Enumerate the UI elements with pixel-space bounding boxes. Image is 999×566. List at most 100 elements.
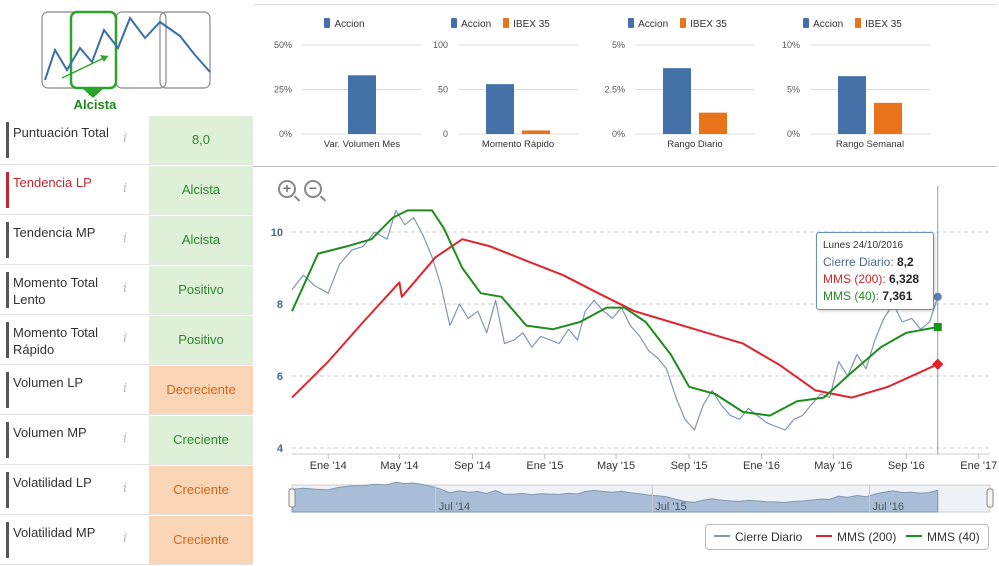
x-tick-label: May '15 bbox=[597, 460, 635, 472]
left-panel: Alcista Puntuación Total i 8,0 Tendencia LP… bbox=[0, 0, 253, 566]
metric-marker bbox=[6, 222, 9, 258]
tooltip-mms200-label: MMS (200): bbox=[823, 272, 886, 286]
navigator-label: Jul '14 bbox=[439, 501, 470, 513]
info-icon[interactable]: i bbox=[123, 431, 128, 446]
tick-label: 0 bbox=[443, 129, 448, 139]
metric-row: Tendencia MP i Alcista bbox=[0, 216, 253, 265]
metric-label: Volatilidad LP bbox=[13, 475, 92, 490]
legend-label: Accion bbox=[334, 19, 365, 30]
metric-label: Momento Total Lento bbox=[13, 275, 99, 307]
x-axis-label: Var. Volumen Mes bbox=[324, 139, 401, 150]
legend-item[interactable]: Accion bbox=[451, 18, 492, 30]
mms40-marker bbox=[933, 323, 942, 332]
navigator[interactable] bbox=[291, 484, 991, 513]
x-axis-label: Rango Semanal bbox=[836, 139, 904, 150]
tick-label: 100 bbox=[433, 40, 448, 50]
tick-label: 0% bbox=[787, 129, 800, 139]
mini-chart: Accion 0% 25% 50% Var. Volumen Mes bbox=[262, 10, 427, 160]
x-tick-label: Ene '17 bbox=[960, 460, 997, 472]
legend-item[interactable]: Accion bbox=[628, 18, 668, 30]
metric-row: Momento Total Lento i Positivo bbox=[0, 266, 253, 315]
info-icon[interactable]: i bbox=[123, 281, 128, 296]
metric-marker bbox=[6, 372, 9, 408]
y-tick-label: 10 bbox=[271, 227, 283, 239]
legend-item[interactable]: Accion bbox=[803, 18, 844, 30]
info-icon[interactable]: i bbox=[123, 331, 128, 346]
metric-label: Momento Total Rápido bbox=[13, 325, 99, 357]
trend-label: Alcista bbox=[73, 97, 117, 112]
tick-label: 10% bbox=[782, 40, 800, 50]
x-tick-label: Sep '15 bbox=[671, 460, 708, 472]
mini-chart: Accion IBEX 35 0% 5% 10% Rango Semanal bbox=[770, 10, 935, 160]
metric-label: Volumen MP bbox=[13, 425, 87, 440]
legend-item[interactable]: IBEX 35 bbox=[855, 18, 902, 30]
zoom-in-icon[interactable]: + bbox=[278, 180, 296, 198]
x-tick-label: Sep '16 bbox=[888, 460, 925, 472]
legend-item-cierre[interactable]: Cierre Diario bbox=[714, 525, 802, 549]
legend-label: MMS (40) bbox=[927, 530, 980, 544]
bar[interactable] bbox=[699, 112, 727, 134]
bar[interactable] bbox=[348, 75, 376, 134]
navigator-handle-left[interactable] bbox=[288, 488, 296, 508]
mini-bar-svg: 0% 2.5% 5% Rango Diario bbox=[604, 40, 755, 150]
legend-swatch bbox=[451, 18, 458, 28]
mini-legend: Accion IBEX 35 bbox=[418, 18, 583, 30]
legend-label: Accion bbox=[813, 19, 844, 30]
legend-item-mms200[interactable]: MMS (200) bbox=[816, 525, 896, 549]
tick-label: 2.5% bbox=[604, 85, 625, 95]
tick-label: 0% bbox=[612, 129, 625, 139]
legend-swatch bbox=[503, 18, 510, 28]
navigator-label: Jul '15 bbox=[655, 501, 686, 513]
metric-row: Volumen LP i Decreciente bbox=[0, 366, 253, 415]
metric-marker bbox=[6, 422, 9, 458]
mini-chart: Accion IBEX 35 0% 2.5% 5% Rango Diario bbox=[595, 10, 760, 160]
info-icon[interactable]: i bbox=[123, 131, 128, 146]
info-icon[interactable]: i bbox=[123, 481, 128, 496]
legend-item[interactable]: IBEX 35 bbox=[503, 18, 550, 30]
tooltip-mms40-value: 7,361 bbox=[882, 289, 913, 303]
legend-label: Accion bbox=[461, 19, 492, 30]
x-tick-label: Ene '15 bbox=[526, 460, 563, 472]
tooltip-cierre: Cierre Diario: 8,2 bbox=[823, 254, 927, 271]
legend-label: IBEX 35 bbox=[865, 19, 902, 30]
metric-row: Volumen MP i Creciente bbox=[0, 416, 253, 465]
tick-label: 5% bbox=[787, 85, 800, 95]
metric-marker bbox=[6, 522, 9, 558]
zoom-out-icon[interactable]: − bbox=[304, 180, 322, 198]
trend-widget: Alcista bbox=[0, 0, 253, 115]
navigator-series bbox=[291, 481, 939, 513]
legend-item[interactable]: IBEX 35 bbox=[680, 18, 727, 30]
metric-marker bbox=[6, 322, 9, 358]
metric-value: Creciente bbox=[149, 466, 253, 514]
bar[interactable] bbox=[486, 84, 514, 134]
bar[interactable] bbox=[522, 130, 550, 134]
metric-row: Volatilidad MP i Creciente bbox=[0, 516, 253, 565]
legend-swatch bbox=[628, 18, 635, 28]
x-tick-label: Ene '14 bbox=[310, 460, 347, 472]
legend-label: IBEX 35 bbox=[690, 19, 727, 30]
metric-label: Tendencia MP bbox=[13, 225, 96, 240]
bar[interactable] bbox=[838, 76, 866, 134]
x-tick-label: Sep '14 bbox=[454, 460, 491, 472]
zoom-in-glyph: + bbox=[282, 180, 292, 196]
tick-label: 50% bbox=[274, 40, 292, 50]
mini-bar-svg: 0% 5% 10% Rango Semanal bbox=[782, 40, 930, 150]
navigator-handle-right[interactable] bbox=[986, 488, 994, 508]
legend-swatch bbox=[803, 18, 810, 28]
chart-tooltip: Lunes 24/10/2016 Cierre Diario: 8,2 MMS … bbox=[816, 232, 934, 310]
tooltip-mms200: MMS (200): 6,328 bbox=[823, 271, 927, 288]
metric-label: Volumen LP bbox=[13, 375, 84, 390]
info-icon[interactable]: i bbox=[123, 231, 128, 246]
divider bbox=[253, 4, 997, 5]
y-tick-label: 6 bbox=[277, 371, 283, 383]
bar[interactable] bbox=[663, 68, 691, 134]
metric-value: Positivo bbox=[149, 316, 253, 364]
info-icon[interactable]: i bbox=[123, 181, 128, 196]
bar[interactable] bbox=[874, 102, 902, 134]
legend-item[interactable]: Accion bbox=[324, 18, 365, 30]
legend-label: MMS (200) bbox=[837, 530, 897, 544]
legend-item-mms40[interactable]: MMS (40) bbox=[906, 525, 980, 549]
info-icon[interactable]: i bbox=[123, 381, 128, 396]
info-icon[interactable]: i bbox=[123, 531, 128, 546]
metric-value: Creciente bbox=[149, 416, 253, 464]
